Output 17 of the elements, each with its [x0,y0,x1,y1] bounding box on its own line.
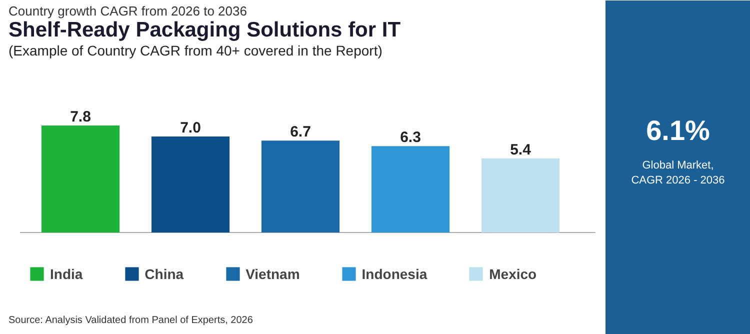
text: CAGR 2026 - 2036 [631,174,725,186]
legend-label: Indonesia [362,266,428,282]
data-label: 7.8 [70,108,91,126]
legend-label: Mexico [489,266,537,282]
data-label: 6.3 [400,129,421,146]
legend-label: China [144,266,184,282]
legend-label: India [50,266,83,282]
data-label: 7.0 [180,119,201,136]
legend-label: Vietnam [246,266,300,282]
source-note: Source: Analysis Validated from Panel of Experts, 2026 [8,315,254,326]
text: 6.1% [646,115,710,146]
text: Global Market, [642,160,714,172]
data-label: 6.7 [290,124,311,141]
chart-title: Shelf-Ready Packaging Solutions for IT [8,18,401,42]
chart-subtitle: (Example of Country CAGR from 40+ covered in the Report) [8,42,382,58]
data-label: 5.4 [510,141,532,158]
text: Country growth CAGR from 2026 to 2036 [8,4,247,18]
